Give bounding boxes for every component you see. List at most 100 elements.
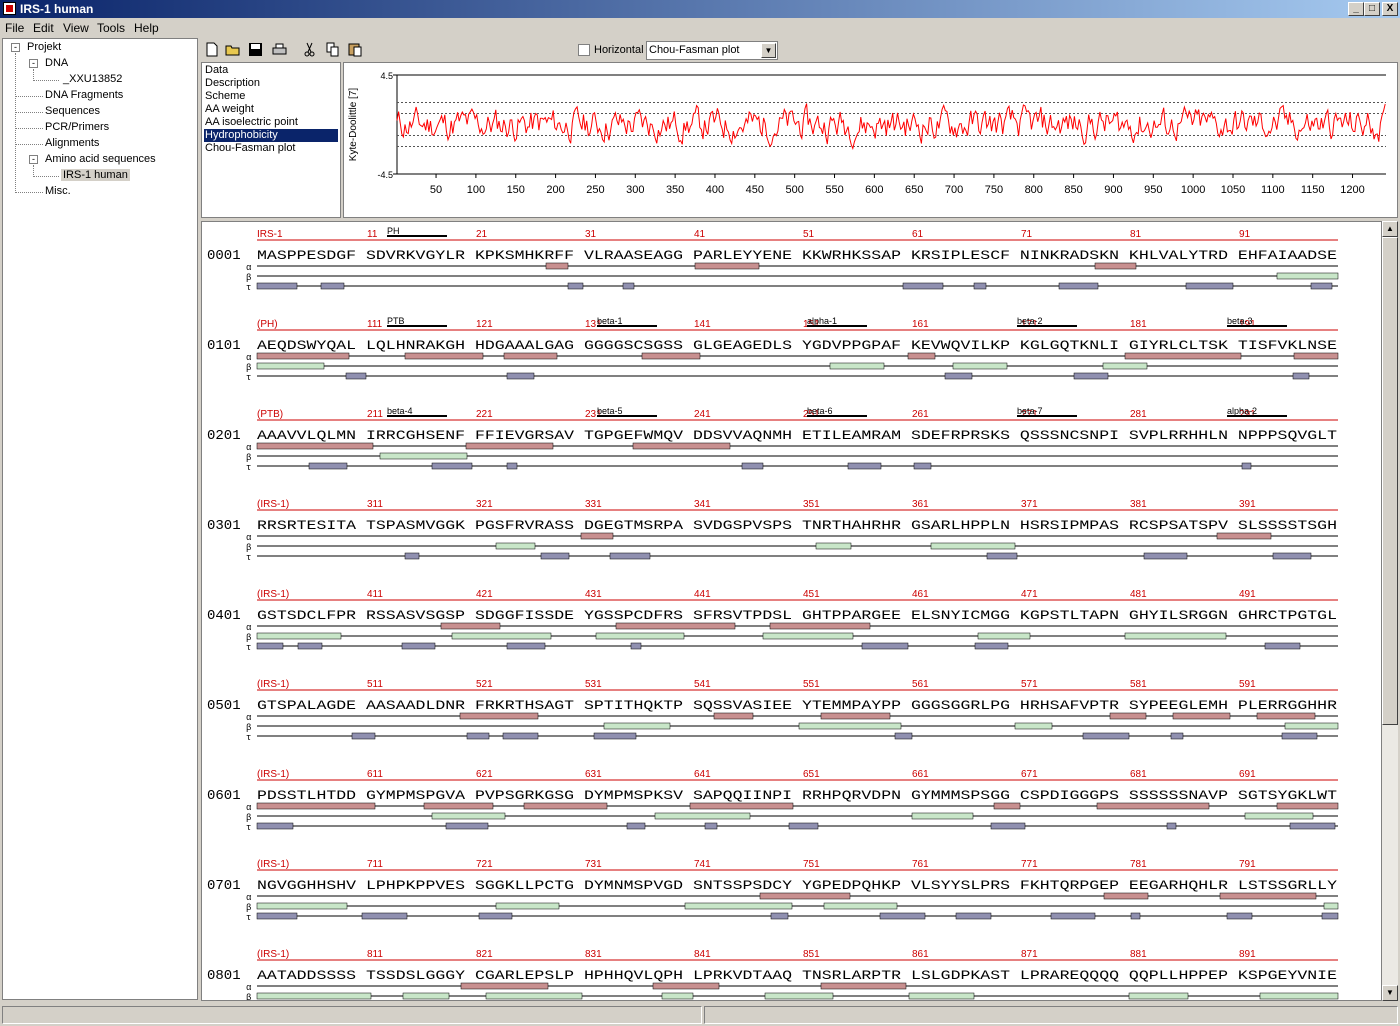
tree-node-misc[interactable]: Misc.	[45, 185, 71, 197]
helix-block	[1276, 272, 1339, 280]
menu-help[interactable]: Help	[134, 21, 159, 35]
tree-line	[15, 53, 16, 193]
sequence-map: IRS-1 11 21 31 41 51 61 71 81 91 0001 MASPPESDGF SD…	[207, 226, 1339, 1000]
helix-block	[798, 722, 902, 730]
ruler-number: 511	[367, 679, 383, 690]
save-icon[interactable]	[246, 41, 265, 60]
strand-block	[423, 802, 494, 810]
property-list[interactable]: Data Description Scheme AA weight AA isoelec…	[201, 62, 341, 218]
turn-block	[351, 732, 376, 740]
row-number: 0401	[207, 608, 241, 624]
ruler-number: 751	[803, 859, 820, 870]
ruler-number: 361	[912, 499, 929, 510]
paste-icon[interactable]	[346, 41, 365, 60]
property-item[interactable]: Chou-Fasman plot	[205, 142, 296, 154]
tree-node-alignments[interactable]: Alignments	[45, 137, 100, 149]
turn-block	[894, 732, 913, 740]
strand-block	[632, 442, 731, 450]
sequence-view[interactable]: IRS-1 11 21 31 41 51 61 71 81 91 0001 MASPPESDGF SD…	[201, 221, 1382, 1001]
scroll-thumb[interactable]	[1382, 237, 1398, 725]
tree-node-sequences[interactable]: Sequences	[45, 105, 101, 117]
project-tree[interactable]: - Projekt - DNA _XXU13852 DNA Fragments …	[2, 38, 198, 1000]
ruler-number: 731	[585, 859, 602, 870]
tree-node-dna[interactable]: DNA	[45, 57, 69, 69]
tree-node-pcr-primers[interactable]: PCR/Primers	[45, 121, 110, 133]
property-item[interactable]: Description	[205, 77, 261, 89]
new-file-icon[interactable]	[202, 41, 221, 60]
turn-block	[506, 462, 518, 470]
minimize-button[interactable]: _	[1348, 2, 1364, 16]
x-tick-label: 350	[666, 184, 684, 196]
turn-block	[847, 462, 882, 470]
collapse-icon[interactable]: -	[29, 59, 38, 68]
turn-block	[256, 822, 294, 830]
tree-node-dna-item[interactable]: _XXU13852	[63, 73, 123, 85]
turn-block	[913, 462, 932, 470]
chevron-down-icon[interactable]: ▼	[761, 43, 776, 58]
property-item[interactable]: Hydrophobicity	[204, 129, 338, 142]
ruler-number: 831	[585, 949, 602, 960]
helix-block	[1323, 902, 1339, 910]
strand-block	[694, 262, 760, 270]
maximize-button[interactable]: □	[1364, 2, 1380, 16]
helix-block	[815, 542, 852, 550]
window-title: IRS-1 human	[20, 2, 94, 16]
turn-block	[404, 552, 420, 560]
ruler-number: 191	[1239, 319, 1256, 330]
helix-block	[764, 992, 834, 1000]
plot-type-select[interactable]: Chou-Fasman plot ▼	[646, 41, 778, 60]
turn-track-label: τ	[246, 823, 251, 833]
scroll-up-icon[interactable]: ▲	[1382, 221, 1398, 237]
menu-edit[interactable]: Edit	[33, 21, 54, 35]
collapse-icon[interactable]: -	[29, 155, 38, 164]
ruler-number: 131	[585, 319, 602, 330]
property-item[interactable]: AA weight	[205, 103, 254, 115]
ruler-number: 681	[1130, 769, 1147, 780]
strand-block	[993, 802, 1021, 810]
x-tick-label: 500	[785, 184, 803, 196]
open-folder-icon[interactable]	[223, 41, 242, 60]
turn-block	[401, 642, 436, 650]
strand-block	[759, 892, 851, 900]
helix-block	[930, 542, 1016, 550]
ruler-number: 471	[1021, 589, 1038, 600]
cut-icon[interactable]	[300, 41, 319, 60]
collapse-icon[interactable]: -	[11, 43, 20, 52]
helix-block	[661, 992, 694, 1000]
tree-line	[15, 96, 43, 97]
row-label: (IRS-1)	[257, 589, 289, 600]
x-tick-label: 950	[1144, 184, 1162, 196]
ruler-number: 591	[1239, 679, 1256, 690]
turn-block	[990, 822, 1026, 830]
property-item[interactable]: AA isoelectric point	[205, 116, 298, 128]
tree-node-amino-acid-sequences[interactable]: Amino acid sequences	[45, 153, 156, 165]
row-number: 0001	[207, 248, 241, 264]
vertical-scrollbar[interactable]: ▲ ▼	[1382, 221, 1398, 1001]
x-tick-label: 200	[546, 184, 564, 196]
alpha-track-label: α	[246, 263, 252, 273]
y-min-label: -4.5	[377, 170, 393, 180]
print-icon[interactable]	[270, 41, 289, 60]
close-button[interactable]: X	[1382, 2, 1398, 16]
scroll-down-icon[interactable]: ▼	[1382, 985, 1398, 1001]
tree-root-projekt[interactable]: Projekt	[27, 41, 62, 53]
property-item[interactable]: Scheme	[205, 90, 246, 102]
turn-block	[466, 732, 490, 740]
turn-block	[609, 552, 651, 560]
ruler-number: 51	[803, 229, 815, 240]
ruler-number: 881	[1130, 949, 1147, 960]
property-item[interactable]: Data	[205, 64, 229, 76]
menu-view[interactable]: View	[63, 21, 89, 35]
horizontal-checkbox[interactable]	[578, 44, 590, 56]
menu-tools[interactable]: Tools	[97, 21, 126, 35]
turn-block	[1166, 822, 1177, 830]
x-tick-label: 650	[905, 184, 923, 196]
menu-file[interactable]: File	[5, 21, 25, 35]
copy-icon[interactable]	[323, 41, 342, 60]
helix-block	[379, 452, 468, 460]
turn-block	[478, 912, 513, 920]
tree-node-irs1-human[interactable]: IRS-1 human	[61, 169, 130, 181]
sequence-text: PDSSTLHTDD GYMPMSPGVA PVPSGRKGSG DYMPMSP…	[257, 788, 1337, 803]
tree-node-dna-fragments[interactable]: DNA Fragments	[45, 89, 124, 101]
turn-block	[770, 912, 789, 920]
